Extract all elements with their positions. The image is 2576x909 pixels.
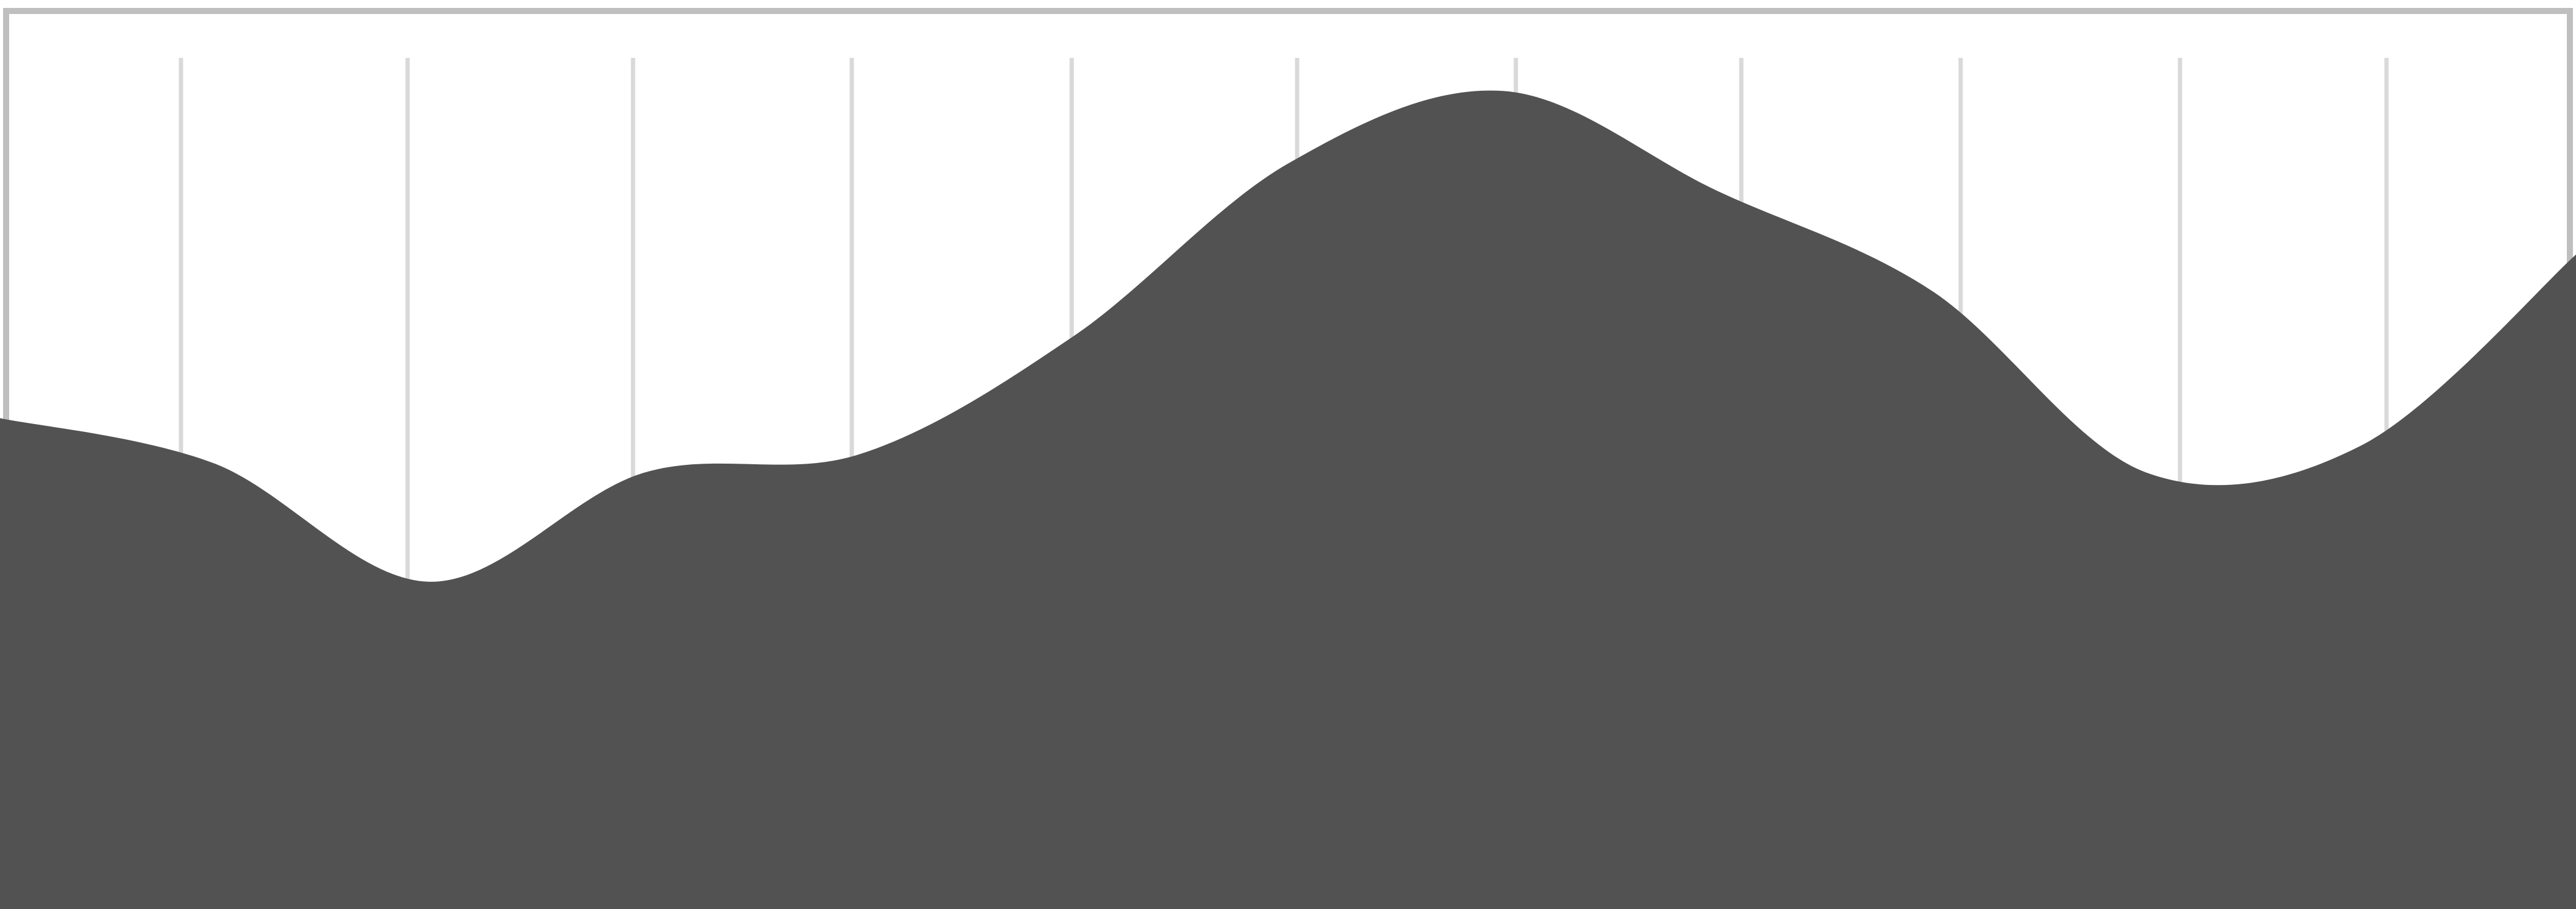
area-series: [0, 90, 2576, 909]
area-fill: [0, 90, 2576, 909]
